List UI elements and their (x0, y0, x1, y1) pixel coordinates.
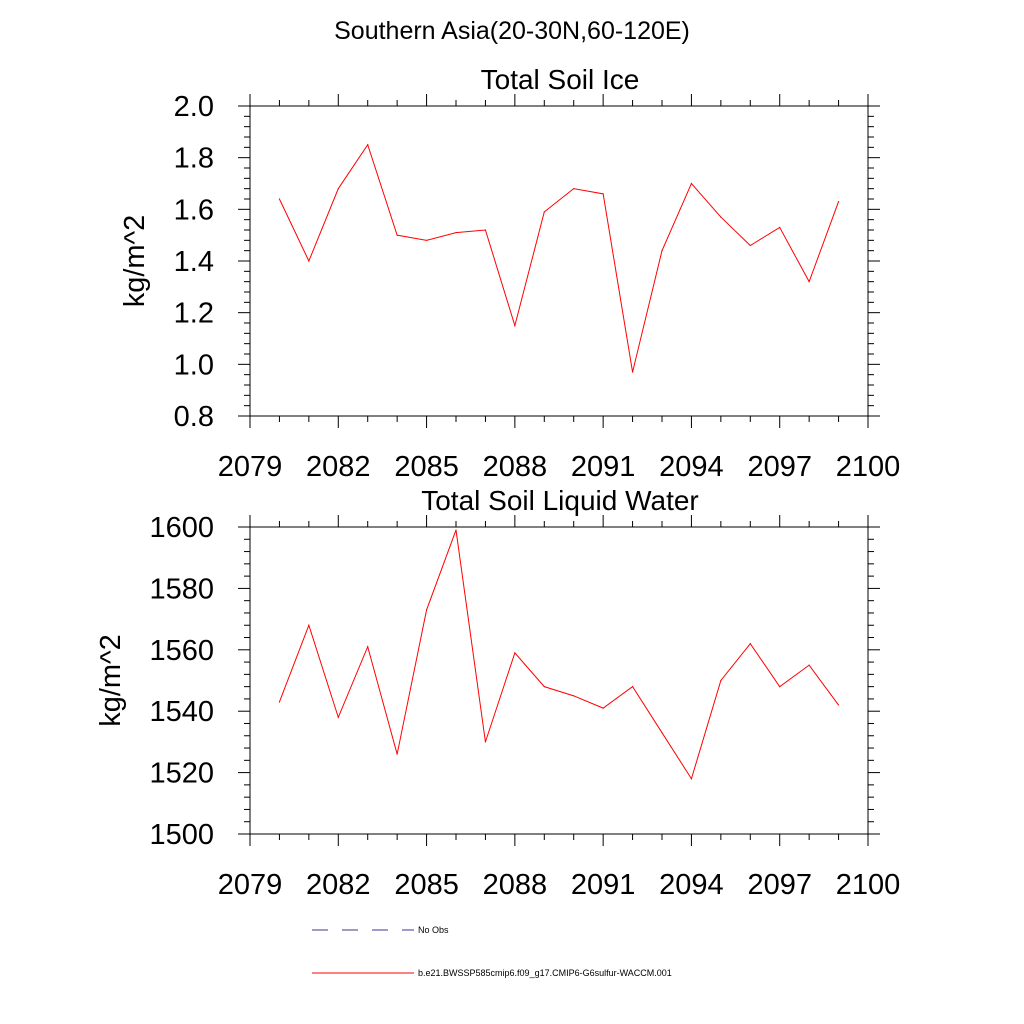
data-point (308, 624, 310, 626)
data-point (484, 229, 487, 231)
y-tick-label: 2.0 (174, 91, 214, 123)
chart-title: Total Soil Liquid Water (421, 485, 699, 516)
data-point (779, 226, 781, 229)
x-tick-label: 2091 (571, 451, 636, 483)
y-tick-label: 1.8 (174, 143, 214, 175)
data-point (808, 664, 810, 666)
x-tick-label: 2088 (483, 869, 548, 901)
series-line (278, 529, 839, 780)
legend-obs-label: No Obs (418, 925, 449, 935)
data-point (543, 211, 545, 213)
x-tick-label: 2100 (836, 451, 901, 483)
data-point (367, 646, 369, 648)
y-tick-label: 1580 (149, 573, 214, 605)
data-point (661, 250, 663, 252)
x-tick-label: 2091 (571, 869, 636, 901)
data-point (455, 529, 457, 531)
data-point (749, 244, 751, 247)
data-point (690, 778, 693, 780)
data-point (837, 704, 840, 706)
plot-frame (249, 105, 869, 417)
data-point (337, 188, 339, 190)
y-tick-label: 1.0 (174, 349, 214, 381)
suptitle: Southern Asia(20-30N,60-120E) (334, 17, 690, 45)
data-point (278, 701, 281, 703)
data-point (396, 234, 398, 236)
x-tick-label: 2088 (483, 451, 548, 483)
x-tick-label: 2094 (659, 451, 724, 483)
data-point (808, 281, 810, 283)
x-tick-label: 2094 (659, 869, 724, 901)
data-point (631, 686, 634, 688)
data-point (484, 741, 487, 743)
data-point (514, 324, 516, 327)
x-tick-label: 2097 (747, 451, 812, 483)
x-tick-label: 2085 (394, 451, 459, 483)
data-point (602, 193, 604, 195)
data-point (425, 609, 428, 611)
y-tick-label: 1500 (149, 819, 214, 851)
legend: No Obs b.e21.BWSSP585cmip6.f09_g17.CMIP6… (312, 925, 672, 978)
data-point (396, 753, 398, 755)
plot-frame (249, 526, 869, 835)
x-tick-label: 2097 (747, 869, 812, 901)
y-tick-label: 1540 (149, 696, 214, 728)
data-point (337, 716, 339, 718)
y-tick-label: 0.8 (174, 401, 214, 433)
y-tick-label: 1560 (149, 635, 214, 667)
data-point (631, 371, 634, 373)
data-point (779, 686, 781, 688)
data-point (690, 182, 693, 185)
x-tick-label: 2082 (306, 451, 371, 483)
data-point (455, 231, 457, 234)
y-axis-label: kg/m^2 (119, 215, 151, 308)
data-point (573, 188, 575, 190)
data-point (720, 679, 722, 682)
y-tick-label: 1600 (149, 512, 214, 544)
legend-model-label: b.e21.BWSSP585cmip6.f09_g17.CMIP6-G6sulf… (418, 968, 672, 978)
data-point (308, 260, 310, 262)
data-point (837, 200, 840, 203)
data-point (573, 695, 575, 697)
y-tick-label: 1.2 (174, 298, 214, 330)
data-point (543, 686, 545, 688)
data-point (661, 732, 663, 734)
x-tick-label: 2082 (306, 869, 371, 901)
chart-title: Total Soil Ice (481, 64, 640, 95)
data-point (367, 144, 369, 146)
data-point (514, 652, 516, 654)
x-tick-label: 2100 (836, 869, 901, 901)
data-point (602, 707, 604, 709)
y-axis-label: kg/m^2 (95, 634, 127, 727)
data-point (425, 239, 428, 241)
chart-panel-2: Total Soil Liquid Water kg/m^2 2079 2082 208… (95, 485, 900, 901)
x-tick-label: 2079 (218, 869, 283, 901)
y-tick-label: 1.6 (174, 194, 214, 226)
y-tick-label: 1.4 (174, 246, 214, 278)
x-tick-label: 2085 (394, 869, 459, 901)
x-tick-label: 2079 (218, 451, 283, 483)
y-tick-label: 1520 (149, 758, 214, 790)
data-point (749, 643, 751, 645)
data-point (720, 216, 722, 218)
chart-panel-1: Total Soil Ice kg/m^2 2079 2082 2085 2088 2091… (119, 64, 900, 483)
data-point (278, 198, 281, 200)
series-line (278, 143, 840, 373)
